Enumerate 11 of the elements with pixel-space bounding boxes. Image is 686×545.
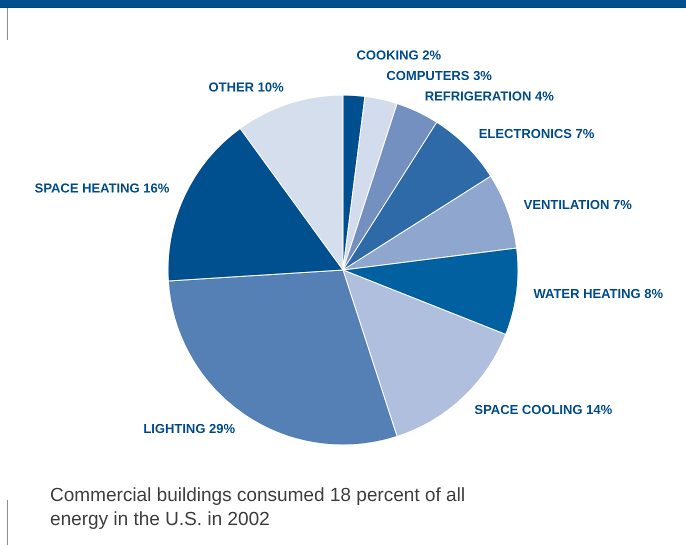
slice-label: COMPUTERS 3% xyxy=(386,68,492,83)
slice-label: ELECTRONICS 7% xyxy=(478,126,595,142)
slice-label: VENTILATION 7% xyxy=(524,196,632,212)
slice-label: SPACE COOLING 14% xyxy=(474,402,613,417)
text: Commercial buildings consumed 18 percent of all energy in the U.S. in 2002 xyxy=(50,484,466,532)
slice-label: LIGHTING 29% xyxy=(143,420,236,436)
slice-label: OTHER 10% xyxy=(208,79,284,94)
slice-label: COOKING 2% xyxy=(356,47,442,62)
slice-label: WATER HEATING 8% xyxy=(533,286,664,302)
slice-label: REFRIGERATION 4% xyxy=(424,88,554,104)
slice-label: SPACE HEATING 16% xyxy=(34,180,170,196)
